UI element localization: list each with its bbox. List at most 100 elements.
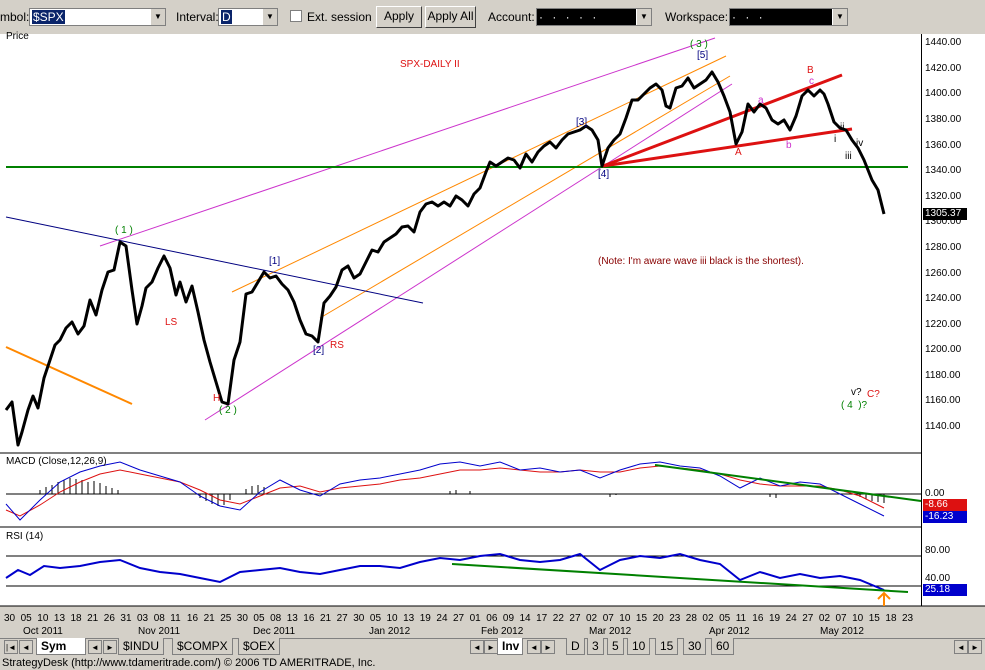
ext-session-checkbox[interactable] <box>290 10 302 22</box>
magenta-line-lower <box>204 83 733 421</box>
symbol-combo[interactable]: $SPX ▼ <box>29 8 166 26</box>
date-tick: 27 <box>569 613 581 624</box>
date-tick: 18 <box>885 613 897 624</box>
tab-sym[interactable]: Sym <box>36 638 86 655</box>
wave-label-a: a <box>758 95 764 106</box>
interval-label: Interval: <box>176 10 219 24</box>
macd-histogram <box>39 478 885 506</box>
wave-label-ii: ii <box>840 122 845 133</box>
current-price-badge: 1305.37 <box>923 208 967 220</box>
chart-area[interactable] <box>0 34 985 606</box>
wave-label-i: i <box>834 134 837 145</box>
account-label: Account: <box>488 10 535 24</box>
price-tick: 1440.00 <box>925 37 962 48</box>
chevron-down-icon[interactable]: ▼ <box>832 9 847 25</box>
date-tick: 17 <box>536 613 548 624</box>
date-tick: 22 <box>552 613 564 624</box>
date-tick: 15 <box>868 613 880 624</box>
magenta-line-upper <box>99 37 716 247</box>
price-line <box>4 70 886 447</box>
tab-indu[interactable]: $INDU <box>118 638 165 655</box>
scroll-right-icon[interactable]: ► <box>968 640 982 654</box>
date-tick: 16 <box>186 613 199 624</box>
macd-zero-label: 0.00 <box>925 488 945 499</box>
date-tick: 08 <box>153 613 165 624</box>
price-tick: 1180.00 <box>925 370 961 381</box>
nav-left-icon[interactable]: ◄ <box>470 640 484 654</box>
price-tick: 1160.00 <box>925 395 961 406</box>
red-wedge-lower <box>602 127 853 168</box>
chevron-down-icon[interactable]: ▼ <box>636 9 651 25</box>
workspace-label: Workspace: <box>665 10 729 24</box>
apply-all-button[interactable]: Apply All <box>425 6 476 28</box>
tab-oex[interactable]: $OEX <box>238 638 281 655</box>
date-tick: 24 <box>785 613 797 624</box>
wave-label-5: [5] <box>697 50 709 61</box>
date-tick: 27 <box>336 613 348 624</box>
tab-inv[interactable]: Inv <box>497 638 523 655</box>
label-left-shoulder: LS <box>165 317 178 328</box>
price-tick: 1140.00 <box>925 421 961 432</box>
rsi-value: 25.18 <box>923 584 967 596</box>
nav-right-icon[interactable]: ► <box>484 640 498 654</box>
date-tick: 05 <box>20 613 32 624</box>
tab-interval-30[interactable]: 30 <box>683 638 707 655</box>
tab-interval-d[interactable]: D <box>566 638 585 655</box>
chevron-down-icon[interactable]: ▼ <box>150 9 165 25</box>
chevron-down-icon[interactable]: ▼ <box>262 9 277 25</box>
wave-label-v: v? <box>851 387 862 398</box>
price-tick: 1200.00 <box>925 344 962 355</box>
tab-interval-5[interactable]: 5 <box>607 638 624 655</box>
interval-value: D <box>221 10 232 24</box>
month-label: Nov 2011 <box>138 626 181 637</box>
price-panel-title: Price <box>6 31 29 42</box>
scroll-left-icon[interactable]: ◄ <box>954 640 968 654</box>
wave-label-B: B <box>807 65 814 76</box>
tab-interval-60[interactable]: 60 <box>711 638 735 655</box>
nav-right-icon[interactable]: ► <box>103 640 117 654</box>
prev-icon[interactable]: ◄ <box>19 640 33 654</box>
status-bar: StrategyDesk (http://www.tdameritrade.co… <box>0 656 985 670</box>
status-text: StrategyDesk (http://www.tdameritrade.co… <box>2 657 376 669</box>
account-combo[interactable]: · · · · · ▼ <box>536 8 652 26</box>
date-tick: 19 <box>419 613 431 624</box>
workspace-combo[interactable]: · · · ▼ <box>729 8 848 26</box>
date-tick: 27 <box>453 613 465 624</box>
nav-left-icon[interactable]: ◄ <box>527 640 541 654</box>
date-tick: 30 <box>236 613 248 624</box>
wave-label-1-bracket: [1] <box>269 256 281 267</box>
date-tick: 25 <box>220 613 232 624</box>
tab-compx[interactable]: $COMPX <box>172 638 233 655</box>
date-tick: 02 <box>702 613 714 624</box>
date-tick: 31 <box>120 613 132 624</box>
wave-label-3-bracket: [3] <box>576 117 588 128</box>
date-tick: 07 <box>835 613 847 624</box>
nav-right-icon[interactable]: ► <box>541 640 555 654</box>
orange-channel-lower <box>319 75 731 319</box>
date-tick: 21 <box>320 613 332 624</box>
date-tick: 16 <box>303 613 315 624</box>
date-tick: 09 <box>502 613 515 624</box>
orange-line-left <box>5 346 133 405</box>
price-tick: 1220.00 <box>925 319 962 330</box>
date-tick: 02 <box>818 613 831 624</box>
tab-interval-3[interactable]: 3 <box>587 638 604 655</box>
date-tick: 21 <box>203 613 215 624</box>
tab-interval-15[interactable]: 15 <box>655 638 679 655</box>
macd-signal-value: -8.66 <box>923 499 967 511</box>
nav-left-icon[interactable]: ◄ <box>88 640 102 654</box>
interval-combo[interactable]: D ▼ <box>218 8 278 26</box>
apply-button[interactable]: Apply <box>376 6 422 28</box>
date-tick: 07 <box>602 613 614 624</box>
date-tick: 01 <box>469 613 481 624</box>
wave-label-b: b <box>786 140 792 151</box>
date-tick: 06 <box>486 613 498 624</box>
tab-interval-10[interactable]: 10 <box>627 638 651 655</box>
navy-trend-line <box>5 216 424 304</box>
date-tick: 27 <box>802 613 814 624</box>
date-tick: 14 <box>519 613 531 624</box>
first-icon[interactable]: |◄ <box>4 640 18 654</box>
wave-label-4-bracket: [4] <box>598 169 610 180</box>
wave-label-2-bracket: [2] <box>313 345 325 356</box>
